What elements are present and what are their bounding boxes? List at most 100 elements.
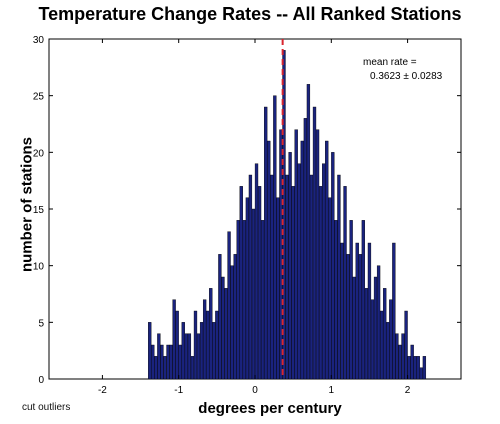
histogram-bar — [248, 174, 253, 380]
x-tick-label: 1 — [329, 385, 335, 396]
histogram-bar — [209, 288, 213, 380]
histogram-bar — [395, 333, 399, 380]
histogram-bar — [300, 140, 304, 380]
mean-rate-value: 0.3623 ± 0.0283 — [370, 71, 443, 82]
histogram-bar — [361, 220, 365, 380]
histogram-bar — [236, 220, 240, 380]
histogram-bar — [346, 254, 350, 380]
histogram-bar — [312, 106, 317, 380]
histogram-bar — [160, 344, 164, 380]
histogram-bar — [309, 174, 314, 380]
histogram-bar — [370, 299, 375, 380]
histogram-bar — [215, 310, 219, 380]
histogram-bar — [230, 265, 234, 380]
histogram-bar — [251, 208, 256, 380]
chart-title: Temperature Change Rates -- All Ranked S… — [38, 4, 462, 24]
histogram-bar — [297, 163, 301, 380]
y-axis-ticks: 0 5 10 15 20 25 30 — [33, 35, 461, 386]
histogram-bar — [172, 299, 176, 380]
histogram-bar — [404, 310, 408, 380]
y-tick-label: 20 — [33, 148, 45, 159]
histogram-bar — [334, 220, 338, 380]
histogram-bar — [202, 299, 207, 380]
histogram-bar — [291, 186, 295, 380]
histogram-bar — [331, 152, 335, 380]
histogram-bar — [245, 197, 250, 380]
histogram-bar — [389, 299, 393, 380]
histogram-bar — [352, 276, 356, 380]
histogram-bar — [221, 276, 225, 380]
histogram-bar — [355, 242, 359, 380]
histogram-bar — [364, 288, 369, 380]
y-tick-label: 30 — [33, 35, 45, 46]
histogram-bar — [199, 322, 204, 380]
histogram-bar — [260, 220, 265, 380]
histogram-bar — [422, 356, 427, 380]
y-tick-label: 15 — [33, 205, 45, 216]
y-tick-label: 25 — [33, 92, 45, 103]
x-axis-label: degrees per century — [198, 400, 342, 417]
histogram-bar — [273, 95, 277, 380]
histogram-bar — [148, 322, 152, 380]
histogram-bar — [163, 356, 167, 380]
histogram-bar — [343, 186, 347, 380]
histogram-bar — [187, 333, 192, 380]
histogram-bar — [196, 333, 201, 380]
histogram-bar — [383, 288, 387, 380]
histogram-bar — [373, 276, 378, 380]
histogram-bar — [303, 118, 308, 380]
histogram-bar — [264, 106, 268, 380]
mean-rate-label: mean rate = — [363, 57, 417, 68]
x-tick-label: 0 — [252, 385, 258, 396]
histogram-bar — [190, 356, 195, 380]
histogram-bar — [181, 322, 185, 380]
histogram-bar — [285, 174, 289, 380]
histogram-bar — [193, 310, 198, 380]
histogram-bar — [386, 322, 390, 380]
histogram-bar — [315, 129, 320, 380]
histogram-bar — [178, 344, 182, 380]
histogram-bar — [306, 84, 311, 380]
histogram-bar — [413, 356, 417, 380]
histogram-bar — [254, 163, 259, 380]
histogram-bar — [318, 186, 323, 380]
histogram-bar — [288, 152, 292, 380]
histogram-bar — [154, 356, 158, 380]
x-tick-label: 2 — [405, 385, 411, 396]
histogram-bar — [276, 197, 280, 380]
histogram-bar — [322, 163, 326, 380]
cut-outliers-note: cut outliers — [22, 402, 71, 413]
histogram-bar — [227, 231, 231, 380]
histogram-bar — [328, 197, 332, 380]
histogram-bar — [224, 288, 228, 380]
y-tick-label: 10 — [33, 262, 45, 273]
histogram-bar — [380, 310, 384, 380]
x-tick-label: -2 — [98, 385, 107, 396]
histogram-bar — [294, 129, 298, 380]
histogram-bar — [257, 186, 262, 380]
histogram-bar — [337, 174, 341, 380]
histogram-bar — [267, 140, 271, 380]
histogram-bar — [175, 310, 179, 380]
x-axis-ticks: -2 -1 0 1 2 — [98, 39, 411, 396]
histogram-bar — [184, 333, 188, 380]
histogram-bar — [212, 322, 216, 380]
histogram-bar — [358, 254, 362, 380]
histogram-bar — [401, 333, 405, 380]
histogram-bar — [367, 242, 372, 380]
histogram-bar — [410, 344, 414, 380]
histogram-bar — [392, 242, 396, 380]
histogram-bar — [340, 242, 344, 380]
histogram-bar — [151, 344, 155, 380]
histogram-bar — [206, 310, 210, 380]
histogram-bar — [166, 344, 170, 380]
histogram-bar — [325, 140, 329, 380]
histogram-bar — [270, 174, 274, 380]
histogram-bars — [148, 50, 427, 380]
histogram-bar — [233, 254, 237, 380]
histogram-bar — [376, 265, 381, 380]
histogram-bar — [242, 220, 246, 380]
y-tick-label: 5 — [38, 318, 44, 329]
histogram-bar — [419, 367, 423, 380]
